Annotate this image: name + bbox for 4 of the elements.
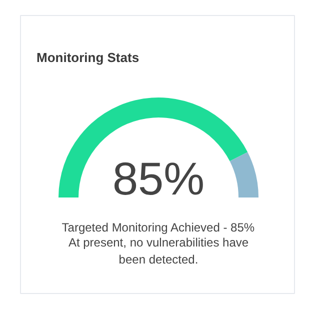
text: At present, no vulnerabilities have been detected. [68,236,249,266]
chart-title: Monitoring Stats [36,50,140,65]
data-label: 85% [112,152,205,204]
text: Targeted Monitoring Achieved - 85% [62,220,255,234]
